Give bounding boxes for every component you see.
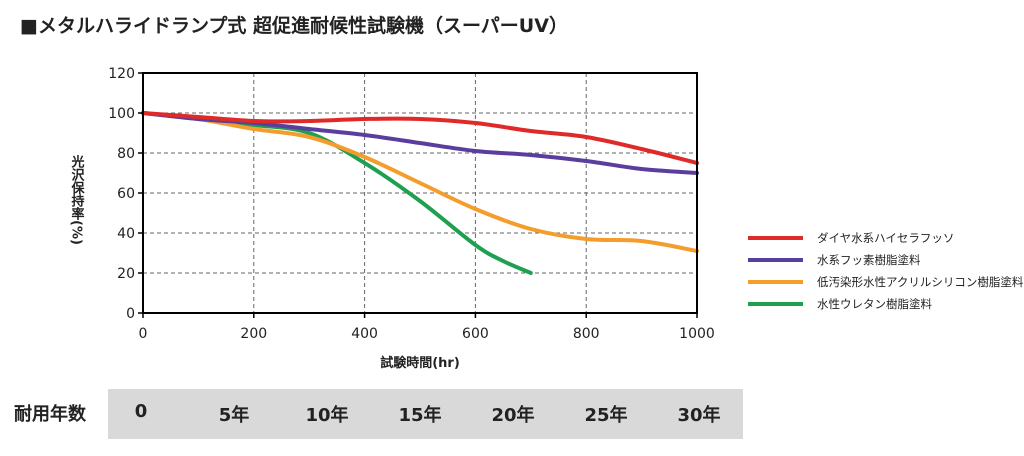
x-tick-label: 1000 [679,326,715,342]
y-tick-label: 120 [108,66,135,82]
x-tick-label: 200 [240,326,267,342]
legend: ダイヤ水系ハイセラフッソ水系フッ素樹脂塗料低汚染形水性アクリルシリコン樹脂塗料水… [748,231,1024,311]
y-tick-label: 40 [117,226,135,242]
legend-label-2: 水系フッ素樹脂塗料 [817,253,921,267]
durability-year: 5年 [218,405,250,426]
x-tick-label: 400 [351,326,378,342]
axis-ticks: 0 200 400 600 800 1000 0 20 40 60 80 100 120 [108,66,715,342]
durability-year: 25年 [584,405,628,426]
series-line-1 [141,111,699,165]
legend-label-1: ダイヤ水系ハイセラフッソ [817,231,954,245]
series-line-3 [141,111,699,253]
durability-year: 10年 [305,405,349,426]
x-tick-label: 600 [462,326,489,342]
y-tick-label: 20 [117,266,135,282]
durability-year: 0 [134,401,148,422]
durability-bar [108,389,743,439]
durability-year: 20年 [491,405,535,426]
legend-label-4: 水性ウレタン樹脂塗料 [817,297,932,311]
x-tick-label: 800 [573,326,600,342]
page-title: ■メタルハライドランプ式 超促進耐候性試験機（スーパーUV） [20,14,568,37]
y-tick-label: 100 [108,106,135,122]
durability-year: 15年 [398,405,442,426]
y-tick-label: 0 [126,306,135,322]
grid [143,73,697,313]
durability-label: 耐用年数 [14,404,86,425]
y-tick-label: 60 [117,186,135,202]
y-axis-label: 光沢保持率(%) [69,154,86,244]
x-tick-label: 0 [139,326,148,342]
x-axis-label: 試験時間(hr) [380,355,460,371]
series-lines [141,111,699,275]
legend-label-3: 低汚染形水性アクリルシリコン樹脂塗料 [817,275,1024,289]
durability-year: 30年 [677,405,721,426]
y-tick-label: 80 [117,146,135,162]
